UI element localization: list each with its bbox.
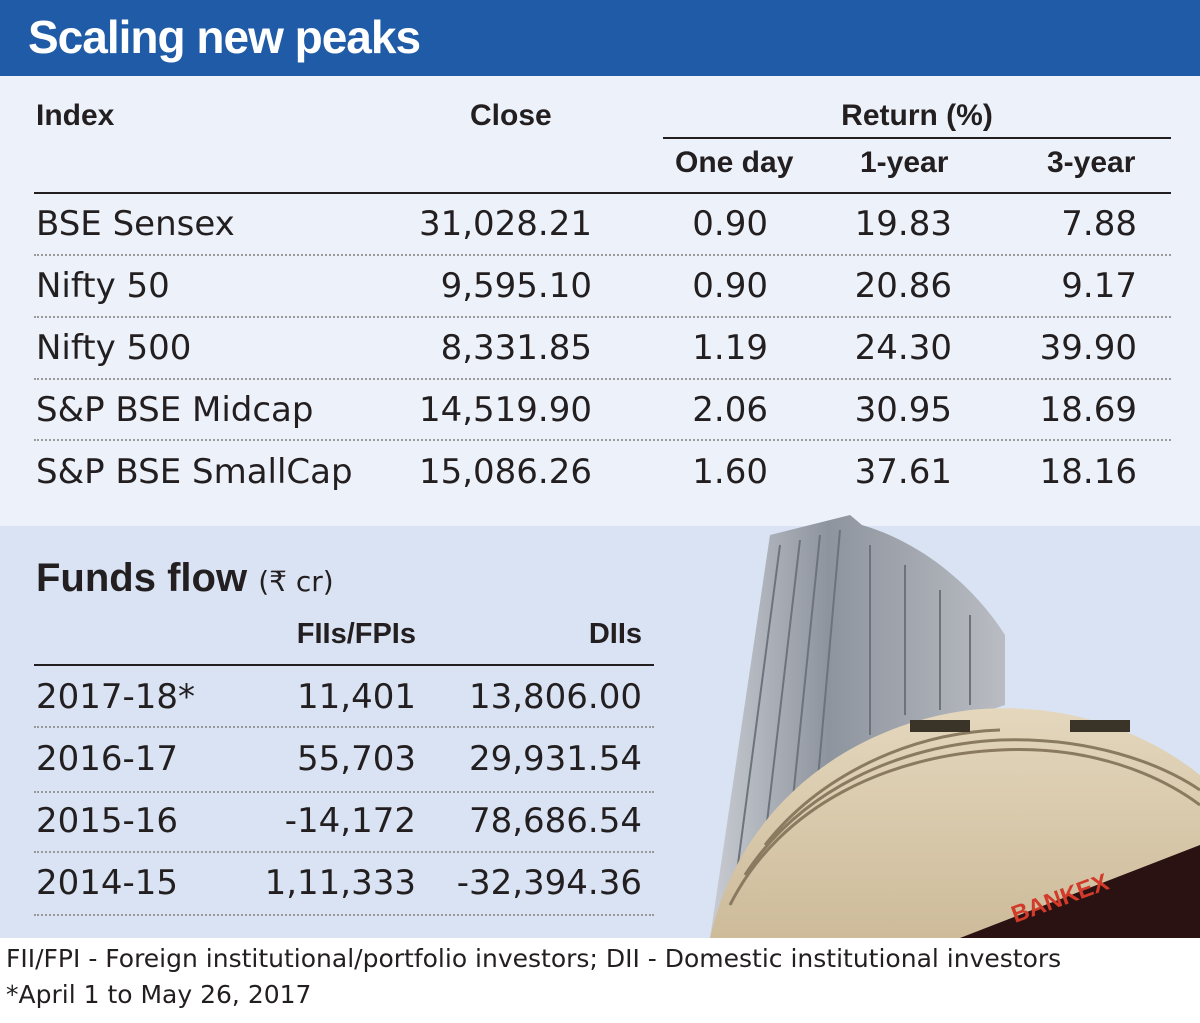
table-header-rule bbox=[34, 192, 1171, 194]
row-close: 9,595.10 bbox=[440, 266, 592, 306]
row-divider bbox=[34, 254, 1171, 256]
row-divider bbox=[34, 439, 1171, 441]
row-three-year: 39.90 bbox=[1039, 328, 1137, 368]
row-dii: -32,394.36 bbox=[456, 863, 642, 903]
row-year: 2016-17 bbox=[36, 739, 179, 779]
row-dii: 13,806.00 bbox=[468, 677, 642, 717]
row-fii: 1,11,333 bbox=[264, 863, 416, 903]
funds-flow-unit: (₹ cr) bbox=[258, 565, 334, 598]
header-three-year: 3-year bbox=[1047, 146, 1136, 179]
footnote-period: *April 1 to May 26, 2017 bbox=[6, 980, 312, 1009]
return-group-rule bbox=[663, 137, 1171, 139]
funds-header-rule bbox=[34, 664, 654, 666]
row-close: 15,086.26 bbox=[418, 452, 592, 492]
row-three-year: 18.69 bbox=[1039, 390, 1137, 430]
header-index: Index bbox=[36, 99, 115, 132]
row-one-day: 1.19 bbox=[692, 328, 768, 368]
row-year: 2017-18* bbox=[36, 677, 196, 717]
row-close: 14,519.90 bbox=[418, 390, 592, 430]
row-index-name: Nifty 500 bbox=[36, 328, 192, 368]
row-one-day: 2.06 bbox=[692, 390, 768, 430]
header-close: Close bbox=[470, 99, 552, 132]
row-one-day: 0.90 bbox=[692, 266, 768, 306]
funds-flow-title-text: Funds flow bbox=[36, 556, 248, 600]
row-one-day: 0.90 bbox=[692, 204, 768, 244]
row-close: 31,028.21 bbox=[418, 204, 592, 244]
row-one-year: 24.30 bbox=[854, 328, 952, 368]
row-year: 2014-15 bbox=[36, 863, 179, 903]
row-fii: 11,401 bbox=[297, 677, 416, 717]
row-one-year: 37.61 bbox=[854, 452, 952, 492]
title-bar: Scaling new peaks bbox=[0, 0, 1200, 76]
funds-flow-title: Funds flow (₹ cr) bbox=[36, 556, 334, 601]
row-fii: 55,703 bbox=[297, 739, 416, 779]
row-one-day: 1.60 bbox=[692, 452, 768, 492]
row-divider bbox=[34, 851, 654, 853]
row-one-year: 20.86 bbox=[854, 266, 952, 306]
row-index-name: BSE Sensex bbox=[36, 204, 235, 244]
header-dii: DIIs bbox=[588, 618, 642, 650]
row-index-name: Nifty 50 bbox=[36, 266, 170, 306]
row-fii: -14,172 bbox=[284, 801, 416, 841]
index-table-panel bbox=[0, 76, 1200, 526]
row-divider bbox=[34, 316, 1171, 318]
row-index-name: S&P BSE Midcap bbox=[36, 390, 314, 430]
row-divider bbox=[34, 726, 654, 728]
row-year: 2015-16 bbox=[36, 801, 179, 841]
row-one-year: 19.83 bbox=[854, 204, 952, 244]
row-dii: 78,686.54 bbox=[468, 801, 642, 841]
row-close: 8,331.85 bbox=[440, 328, 592, 368]
header-one-day: One day bbox=[675, 146, 794, 179]
row-index-name: S&P BSE SmallCap bbox=[36, 452, 353, 492]
footnote-abbreviations: FII/FPI - Foreign institutional/portfoli… bbox=[6, 944, 1062, 973]
row-one-year: 30.95 bbox=[854, 390, 952, 430]
row-three-year: 7.88 bbox=[1061, 204, 1137, 244]
header-fii: FIIs/FPIs bbox=[296, 618, 416, 650]
header-return-group: Return (%) bbox=[841, 99, 993, 132]
row-divider bbox=[34, 914, 654, 916]
header-one-year: 1-year bbox=[860, 146, 949, 179]
row-divider bbox=[34, 791, 654, 793]
row-divider bbox=[34, 378, 1171, 380]
row-dii: 29,931.54 bbox=[468, 739, 642, 779]
page-title: Scaling new peaks bbox=[28, 11, 421, 63]
bse-building-photo: BANKEX bbox=[710, 515, 1200, 938]
row-three-year: 9.17 bbox=[1061, 266, 1137, 306]
row-three-year: 18.16 bbox=[1039, 452, 1137, 492]
